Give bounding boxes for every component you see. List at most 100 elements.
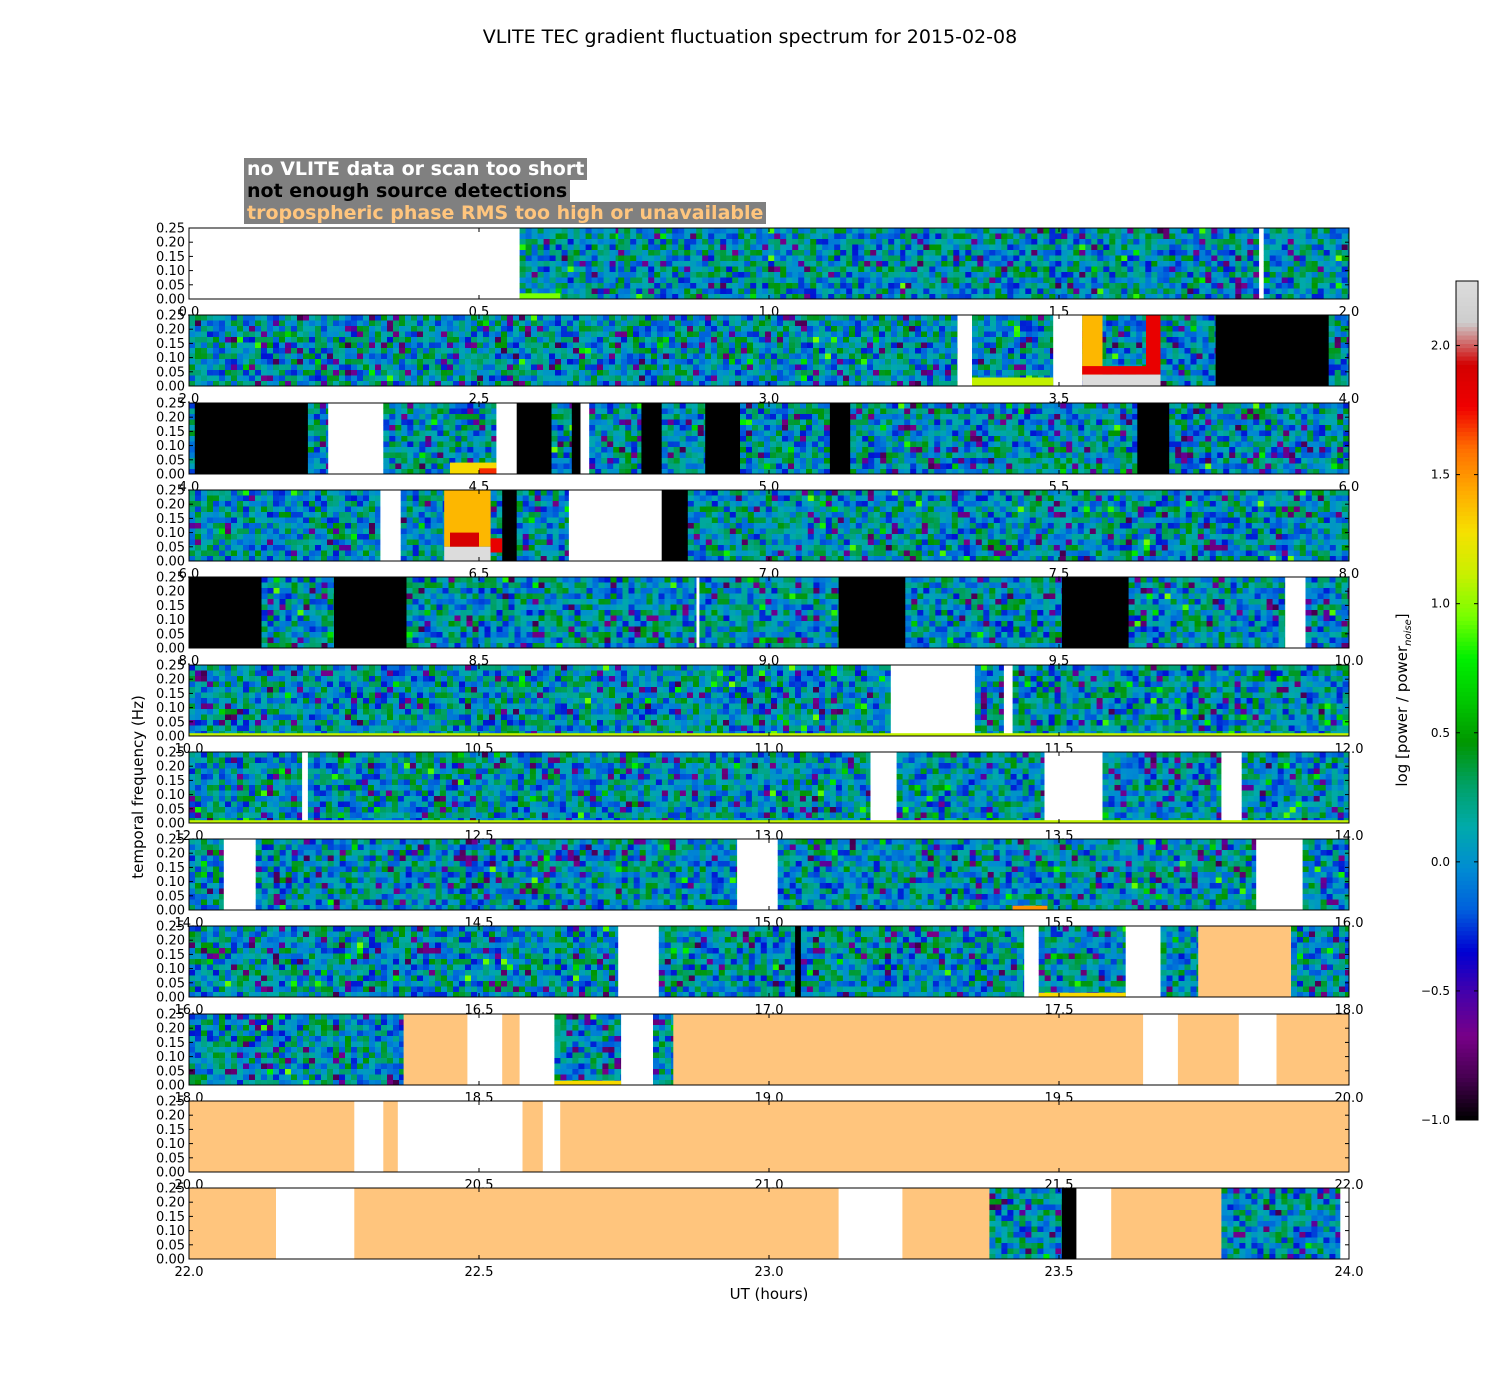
panel-1: 0.000.050.100.150.200.252.0 2.5 3.0 3.5 4.0 bbox=[156, 309, 1359, 408]
y-tick-label: 0.20 bbox=[156, 1022, 185, 1037]
y-tick-label: 0.25 bbox=[156, 1182, 185, 1197]
mask-nodet bbox=[516, 403, 552, 474]
colorbar-tick-label: 0.0 bbox=[1431, 855, 1450, 869]
hot-feature-0 bbox=[519, 293, 561, 299]
mask-nodet bbox=[1137, 403, 1170, 474]
y-tick-label: 0.15 bbox=[156, 512, 185, 527]
y-tick-label: 0.15 bbox=[156, 425, 185, 440]
y-tick-label: 0.05 bbox=[156, 540, 185, 555]
mask-nodata bbox=[838, 1188, 903, 1259]
y-tick-label: 0.25 bbox=[156, 397, 185, 412]
mask-tropo bbox=[902, 1188, 990, 1259]
mask-tropo bbox=[403, 1014, 468, 1085]
colorbar-tick-label: −0.5 bbox=[1421, 984, 1450, 998]
y-axis-label: temporal frequency (Hz) bbox=[129, 695, 147, 879]
y-tick-label: 0.10 bbox=[156, 701, 185, 716]
hot-feature-15 bbox=[1038, 992, 1126, 997]
colorbar-frame bbox=[1455, 280, 1479, 1121]
y-tick-label: 0.10 bbox=[156, 351, 185, 366]
panel-4: 0.000.050.100.150.200.258.0 8.5 9.0 9.5 10.0 bbox=[156, 571, 1363, 670]
y-tick-label: 0.20 bbox=[156, 585, 185, 600]
y-tick-label: 0.20 bbox=[156, 236, 185, 251]
mask-nodata bbox=[328, 403, 384, 474]
y-tick-label: 0.15 bbox=[156, 250, 185, 265]
mask-nodata bbox=[618, 926, 660, 997]
mask-nodet bbox=[829, 403, 851, 474]
y-tick-label: 0.20 bbox=[156, 934, 185, 949]
mask-nodata bbox=[890, 665, 976, 736]
mask-nodata bbox=[1238, 1014, 1277, 1085]
y-tick-label: 0.00 bbox=[156, 1079, 185, 1094]
mask-nodata bbox=[957, 315, 973, 386]
y-tick-label: 0.05 bbox=[156, 1151, 185, 1166]
mask-tropo bbox=[189, 1188, 277, 1259]
y-tick-label: 0.15 bbox=[156, 337, 185, 352]
legend-entry-tropo: tropospheric phase RMS too high or unava… bbox=[244, 202, 767, 224]
y-tick-label: 0.15 bbox=[156, 687, 185, 702]
mask-nodata bbox=[223, 839, 257, 910]
colorbar: −1.0 −0.5 0.0 0.5 1.0 1.5 2.0 log [power / powe… bbox=[1393, 280, 1479, 1127]
y-tick-label: 0.05 bbox=[156, 453, 185, 468]
y-tick-label: 0.10 bbox=[156, 613, 185, 628]
mask-nodet bbox=[1061, 577, 1129, 648]
y-tick-label: 0.25 bbox=[156, 484, 185, 499]
hot-feature-9 bbox=[450, 532, 479, 547]
mask-tropo bbox=[502, 1014, 520, 1085]
y-tick-label: 0.05 bbox=[156, 1064, 185, 1079]
y-tick-label: 0.25 bbox=[156, 222, 185, 237]
y-tick-label: 0.25 bbox=[156, 833, 185, 848]
y-tick-label: 0.20 bbox=[156, 847, 185, 862]
y-tick-label: 0.05 bbox=[156, 365, 185, 380]
mask-tropo bbox=[1276, 1014, 1349, 1085]
mask-nodata bbox=[1024, 926, 1040, 997]
hot-feature-10 bbox=[444, 546, 491, 561]
x-tick-label: 22.0 bbox=[175, 1265, 204, 1280]
y-tick-label: 0.20 bbox=[156, 323, 185, 338]
y-tick-label: 0.05 bbox=[156, 715, 185, 730]
y-tick-label: 0.00 bbox=[156, 380, 185, 395]
mask-nodet bbox=[571, 403, 581, 474]
y-tick-label: 0.15 bbox=[156, 1036, 185, 1051]
y-tick-label: 0.10 bbox=[156, 788, 185, 803]
hot-feature-7 bbox=[479, 468, 497, 474]
panel-0: 0.000.050.100.150.200.250.0 0.5 1.0 1.5 2.0 bbox=[156, 222, 1359, 321]
mask-nodata bbox=[696, 577, 700, 648]
y-tick-label: 0.10 bbox=[156, 875, 185, 890]
y-tick-label: 0.10 bbox=[156, 1050, 185, 1065]
y-tick-label: 0.25 bbox=[156, 309, 185, 324]
mask-nodata bbox=[568, 490, 663, 561]
legend-entry-no-detections: not enough source detections bbox=[244, 180, 571, 202]
mask-nodata bbox=[1285, 577, 1306, 648]
mask-nodata bbox=[737, 839, 779, 910]
mask-nodata bbox=[1143, 1014, 1179, 1085]
y-tick-label: 0.00 bbox=[156, 730, 185, 745]
mask-nodata bbox=[1053, 315, 1083, 386]
mask-tropo bbox=[522, 1101, 544, 1172]
colorbar-tick-label: 1.5 bbox=[1431, 468, 1450, 482]
x-axis-label: UT (hours) bbox=[730, 1285, 809, 1303]
y-tick-label: 0.25 bbox=[156, 1008, 185, 1023]
mask-nodet bbox=[334, 577, 407, 648]
y-tick-label: 0.20 bbox=[156, 673, 185, 688]
y-tick-label: 0.00 bbox=[156, 904, 185, 919]
mask-tropo bbox=[354, 1188, 839, 1259]
y-tick-label: 0.00 bbox=[156, 293, 185, 308]
hot-feature-16 bbox=[554, 1080, 622, 1085]
mask-nodata bbox=[1125, 926, 1161, 997]
y-tick-label: 0.05 bbox=[156, 802, 185, 817]
mask-nodata bbox=[1221, 752, 1243, 823]
x-tick-label: 23.5 bbox=[1045, 1265, 1074, 1280]
hot-feature-6 bbox=[450, 462, 497, 474]
hot-feature-3 bbox=[1082, 366, 1161, 375]
hot-feature-11 bbox=[490, 538, 503, 553]
y-tick-label: 0.20 bbox=[156, 1196, 185, 1211]
mask-nodet bbox=[502, 490, 518, 561]
x-tick-label: 23.0 bbox=[755, 1265, 784, 1280]
mask-tropo bbox=[673, 1014, 1144, 1085]
mask-nodet bbox=[1215, 315, 1330, 386]
colorbar-tick-label: −1.0 bbox=[1421, 1113, 1450, 1127]
